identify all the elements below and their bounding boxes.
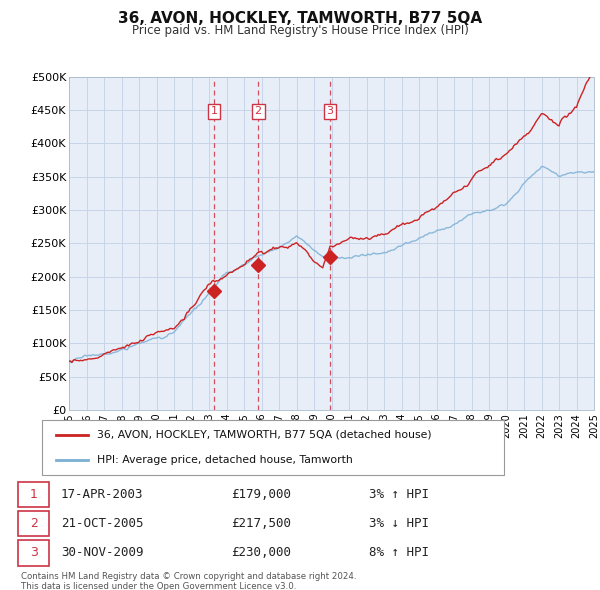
Text: £230,000: £230,000 (231, 546, 291, 559)
Text: 8% ↑ HPI: 8% ↑ HPI (369, 546, 429, 559)
Text: 3: 3 (326, 106, 334, 116)
Text: 1: 1 (211, 106, 218, 116)
Text: 3: 3 (29, 546, 38, 559)
Text: £179,000: £179,000 (231, 488, 291, 501)
Text: HPI: Average price, detached house, Tamworth: HPI: Average price, detached house, Tamw… (97, 455, 353, 465)
Text: 17-APR-2003: 17-APR-2003 (61, 488, 143, 501)
Text: Contains HM Land Registry data © Crown copyright and database right 2024.: Contains HM Land Registry data © Crown c… (21, 572, 356, 581)
Text: 30-NOV-2009: 30-NOV-2009 (61, 546, 143, 559)
Text: Price paid vs. HM Land Registry's House Price Index (HPI): Price paid vs. HM Land Registry's House … (131, 24, 469, 37)
FancyBboxPatch shape (18, 540, 49, 566)
Text: This data is licensed under the Open Government Licence v3.0.: This data is licensed under the Open Gov… (21, 582, 296, 590)
FancyBboxPatch shape (42, 420, 504, 475)
Text: £217,500: £217,500 (231, 517, 291, 530)
Text: 36, AVON, HOCKLEY, TAMWORTH, B77 5QA: 36, AVON, HOCKLEY, TAMWORTH, B77 5QA (118, 11, 482, 25)
Text: 21-OCT-2005: 21-OCT-2005 (61, 517, 143, 530)
Text: 3% ↓ HPI: 3% ↓ HPI (369, 517, 429, 530)
FancyBboxPatch shape (18, 481, 49, 507)
FancyBboxPatch shape (18, 511, 49, 536)
Text: 1: 1 (29, 488, 38, 501)
Text: 2: 2 (254, 106, 262, 116)
Text: 2: 2 (29, 517, 38, 530)
Text: 36, AVON, HOCKLEY, TAMWORTH, B77 5QA (detached house): 36, AVON, HOCKLEY, TAMWORTH, B77 5QA (de… (97, 430, 432, 440)
Text: 3% ↑ HPI: 3% ↑ HPI (369, 488, 429, 501)
